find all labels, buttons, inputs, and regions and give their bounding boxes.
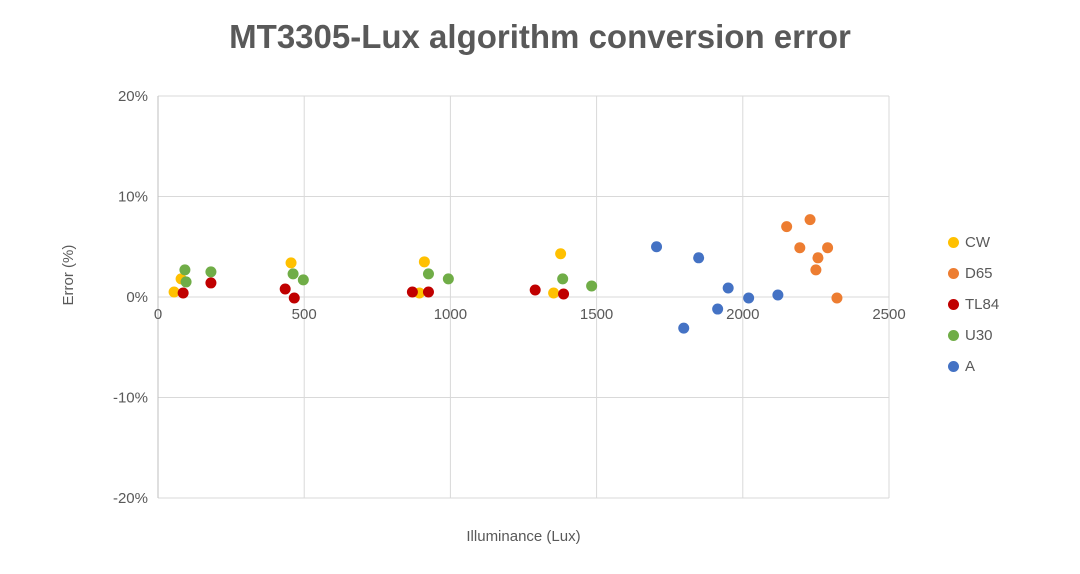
y-tick-label: -20%: [113, 490, 148, 507]
data-point-u30: [205, 266, 217, 278]
data-point-tl84: [177, 287, 189, 299]
legend-item-tl84: TL84: [948, 295, 1000, 313]
chart-title: MT3305-Lux algorithm conversion error: [229, 18, 851, 55]
legend-label-a: A: [965, 357, 976, 375]
data-point-d65: [812, 252, 824, 264]
legend-swatch-icon-cw: [948, 236, 959, 248]
data-point-d65: [781, 221, 793, 233]
legend-label-cw: CW: [965, 233, 990, 251]
legend-item-cw: CW: [948, 233, 999, 251]
legend-swatch-icon-u30: [948, 329, 959, 341]
x-tick-label: 2500: [872, 306, 905, 323]
x-axis-title: Illuminance (Lux): [466, 528, 581, 545]
data-point-u30: [586, 280, 598, 292]
x-tick-label: 2000: [726, 306, 759, 323]
data-point-a: [722, 282, 734, 294]
data-point-tl84: [288, 292, 300, 304]
y-tick-label: -10%: [113, 390, 148, 407]
x-tick-label: 0: [154, 306, 162, 323]
legend-item-u30: U30: [948, 326, 999, 344]
data-point-u30: [557, 273, 569, 285]
x-tick-label: 1500: [580, 306, 613, 323]
y-axis-title: Error (%): [59, 244, 77, 306]
data-point-tl84: [205, 277, 217, 289]
x-tick-label: 500: [292, 306, 317, 323]
legend-item-a: A: [948, 357, 999, 375]
data-point-u30: [287, 268, 299, 280]
legend: CW D65 TL84 U30 A: [948, 233, 1000, 375]
data-point-a: [712, 303, 724, 315]
data-point-cw: [555, 248, 567, 260]
y-tick-label: 0%: [126, 289, 148, 306]
data-point-tl84: [529, 284, 541, 296]
data-point-tl84: [279, 283, 291, 295]
data-point-a: [651, 241, 663, 253]
legend-label-u30: U30: [965, 326, 993, 344]
data-point-d65: [804, 214, 816, 226]
legend-item-d65: D65: [948, 264, 999, 282]
x-tick-label: 1000: [434, 306, 467, 323]
data-point-a: [693, 252, 705, 264]
data-point-cw: [285, 257, 297, 269]
legend-swatch-icon-tl84: [948, 298, 959, 310]
data-point-cw: [548, 287, 560, 299]
data-point-a: [678, 322, 690, 334]
data-point-d65: [822, 242, 834, 254]
legend-label-d65: D65: [965, 264, 993, 282]
legend-swatch-icon-a: [948, 360, 959, 372]
data-point-u30: [422, 268, 434, 280]
legend-label-tl84: TL84: [965, 295, 1000, 313]
data-point-tl84: [406, 286, 418, 298]
data-point-u30: [179, 264, 191, 276]
data-point-cw: [418, 256, 430, 268]
data-point-u30: [297, 274, 309, 286]
data-point-d65: [831, 292, 843, 304]
data-point-a: [743, 292, 755, 304]
legend-swatch-icon-d65: [948, 267, 959, 279]
y-tick-label: 20%: [118, 88, 148, 105]
data-point-tl84: [422, 286, 434, 298]
data-point-tl84: [558, 288, 570, 300]
data-point-d65: [794, 242, 806, 254]
data-point-a: [772, 289, 784, 301]
data-point-u30: [180, 276, 192, 288]
y-tick-label: 10%: [118, 189, 148, 206]
data-point-u30: [442, 273, 454, 285]
data-point-cw: [168, 286, 180, 298]
data-point-d65: [810, 264, 822, 276]
